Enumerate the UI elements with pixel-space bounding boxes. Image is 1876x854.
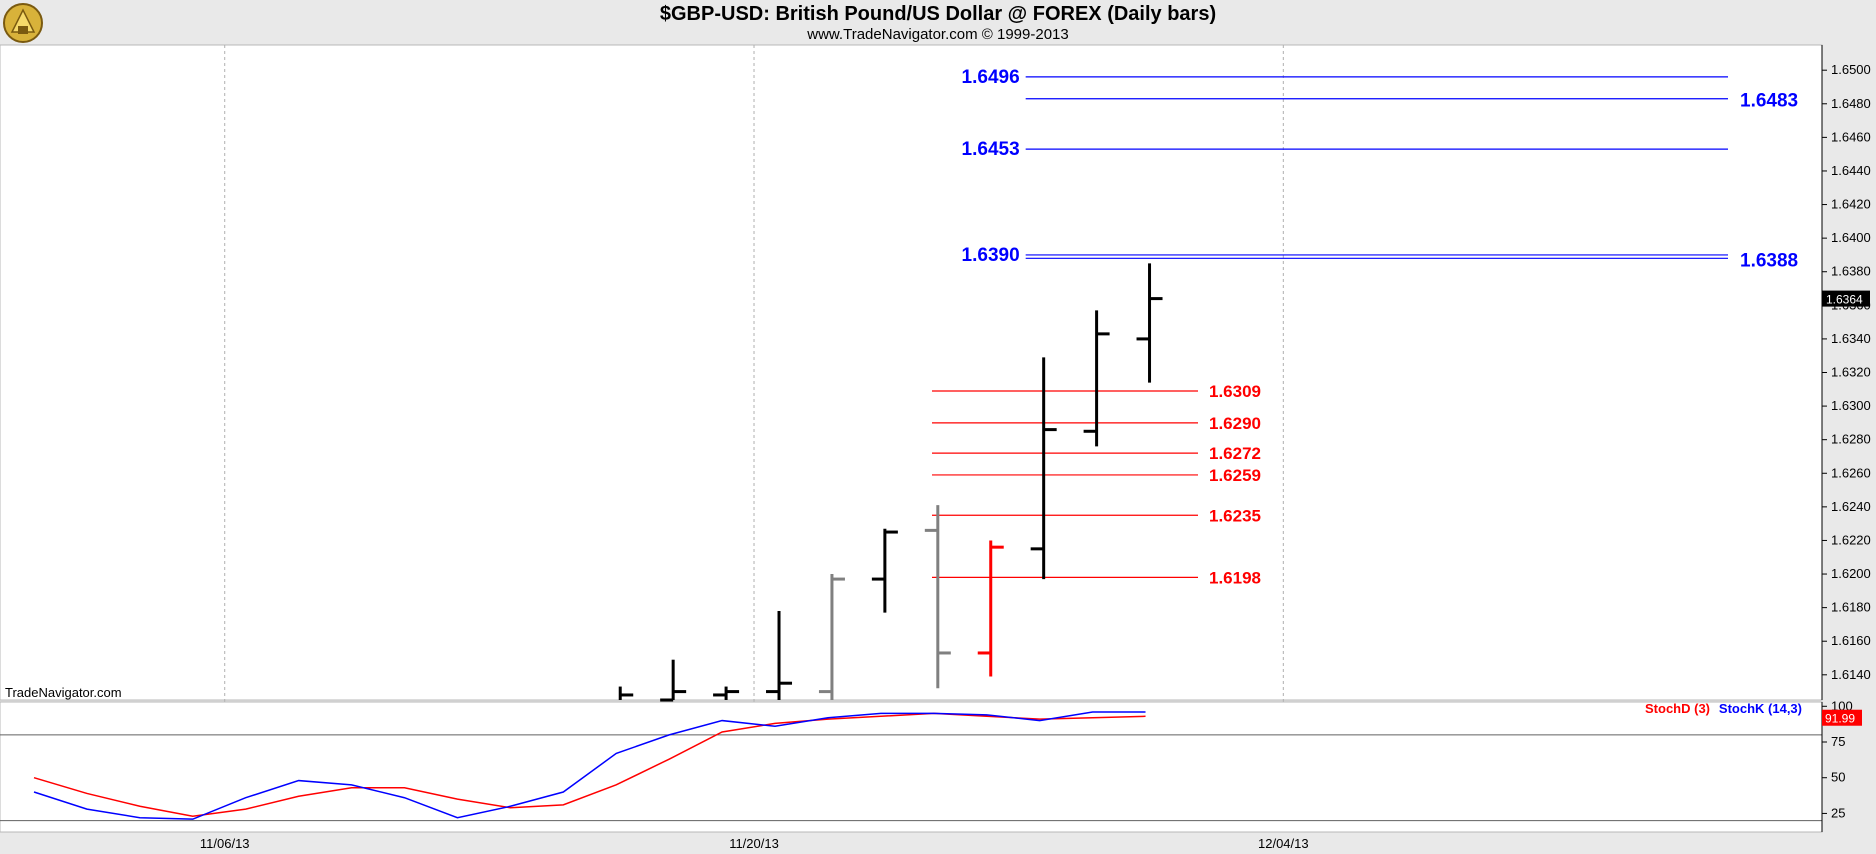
price-tick-label: 1.6500 xyxy=(1831,62,1871,77)
stochastic-tick-label: 25 xyxy=(1831,805,1845,820)
price-tick-label: 1.6200 xyxy=(1831,566,1871,581)
price-bar xyxy=(1136,263,1163,383)
resistance-label: 1.6453 xyxy=(962,139,1020,160)
last-price-marker xyxy=(1822,290,1870,307)
price-bar xyxy=(618,686,634,700)
price-bar xyxy=(818,574,845,700)
price-bar xyxy=(871,528,898,613)
price-bar xyxy=(713,686,740,700)
price-tick-label: 1.6240 xyxy=(1831,499,1871,514)
price-tick-label: 1.6140 xyxy=(1831,667,1871,682)
price-bar xyxy=(924,505,951,689)
price-bar xyxy=(766,610,793,700)
trade-navigator-logo-icon xyxy=(3,3,43,43)
stochastic-tick-label: 50 xyxy=(1831,770,1845,785)
support-label: 1.6309 xyxy=(1209,382,1261,401)
stochastic-line xyxy=(33,711,1146,820)
price-bar xyxy=(1083,310,1110,447)
support-label: 1.6235 xyxy=(1209,506,1261,525)
price-plot-area xyxy=(0,44,1823,701)
price-panel: 1.6140 1.6160 1.6180 1.6200 1.6220 1.6240 1.62… xyxy=(0,44,1876,832)
support-label: 1.6198 xyxy=(1209,568,1261,587)
date-tick-label: 12/04/13 xyxy=(1258,836,1309,851)
last-price-label: 1.6364 xyxy=(1826,293,1863,307)
stochastic-tick-label: 75 xyxy=(1831,734,1845,749)
brand-label: TradeNavigator.com xyxy=(5,685,122,700)
chart-header: $GBP-USD: British Pound/US Dollar @ FORE… xyxy=(0,0,1876,45)
price-tick-label: 1.6440 xyxy=(1831,163,1871,178)
price-tick-label: 1.6300 xyxy=(1831,398,1871,413)
price-bar xyxy=(977,540,1004,677)
stochastic-plot-area xyxy=(0,701,1823,833)
price-tick-label: 1.6320 xyxy=(1831,365,1871,380)
support-label: 1.6290 xyxy=(1209,414,1261,433)
resistance-label: 1.6390 xyxy=(962,245,1020,266)
date-axis: 11/06/13 11/20/13 12/04/13 xyxy=(200,836,1309,851)
price-tick-label: 1.6160 xyxy=(1831,633,1871,648)
date-tick-label: 11/06/13 xyxy=(200,836,250,851)
price-tick-label: 1.6260 xyxy=(1831,465,1871,480)
price-tick-label: 1.6340 xyxy=(1831,331,1871,346)
price-tick-label: 1.6460 xyxy=(1831,129,1871,144)
chart-subtitle: www.TradeNavigator.com © 1999-2013 xyxy=(807,26,1069,43)
price-tick-label: 1.6400 xyxy=(1831,230,1871,245)
price-tick-label: 1.6420 xyxy=(1831,197,1871,212)
stochastic-panel: 25 50 75 100 StochD (3) StochK (14,3) 91.99 xyxy=(0,698,1876,833)
price-axis-area xyxy=(1822,45,1876,700)
last-stoch-label: 91.99 xyxy=(1825,712,1855,726)
chart-title: $GBP-USD: British Pound/US Dollar @ FORE… xyxy=(659,3,1217,25)
price-bar xyxy=(660,659,687,702)
price-tick-label: 1.6280 xyxy=(1831,432,1871,447)
price-tick-label: 1.6480 xyxy=(1831,96,1871,111)
stochastic-tick-label: 100 xyxy=(1831,698,1853,713)
resistance-label: 1.6483 xyxy=(1740,91,1798,112)
price-tick-label: 1.6380 xyxy=(1831,264,1871,279)
resistance-label: 1.6496 xyxy=(962,67,1020,88)
date-tick-label: 11/20/13 xyxy=(729,836,779,851)
support-label: 1.6259 xyxy=(1209,466,1261,485)
price-tick-label: 1.6220 xyxy=(1831,532,1871,547)
resistance-label: 1.6388 xyxy=(1740,250,1798,271)
price-bar xyxy=(1030,357,1057,580)
legend-stochk: StochK (14,3) xyxy=(1719,701,1802,716)
price-tick-label: 1.6180 xyxy=(1831,600,1871,615)
support-label: 1.6272 xyxy=(1209,444,1261,463)
legend-stochd: StochD (3) xyxy=(1645,701,1710,716)
last-stoch-marker xyxy=(1822,709,1862,726)
